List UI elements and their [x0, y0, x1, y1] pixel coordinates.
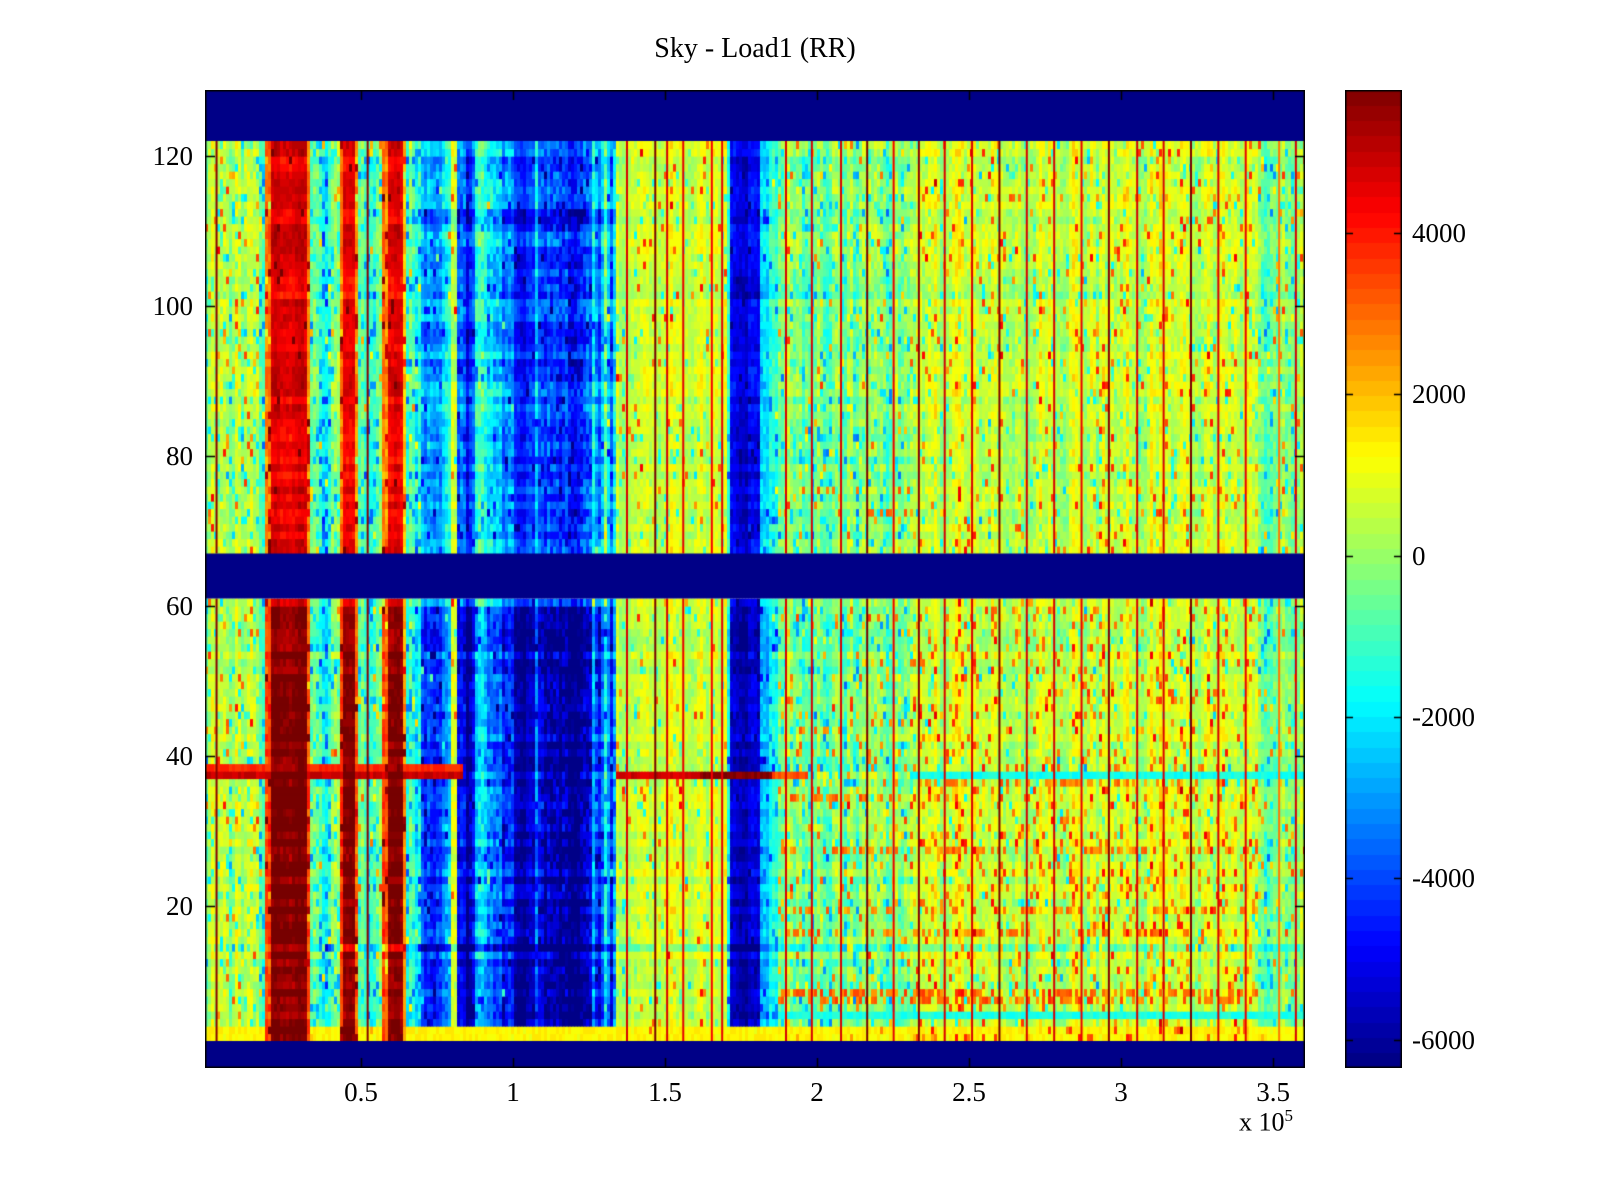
x-scale-prefix: x 10	[1239, 1107, 1285, 1137]
y-tick-label-100: 100	[152, 291, 194, 321]
chart-title: Sky - Load1 (RR)	[654, 33, 856, 64]
y-tick-label-20: 20	[166, 891, 193, 921]
x-tick-label-2.5: 2.5	[952, 1077, 986, 1107]
x-tick-label-2: 2	[810, 1077, 824, 1107]
x-tick-label-1.5: 1.5	[648, 1077, 682, 1107]
x-tick-label-3: 3	[1114, 1077, 1128, 1107]
x-tick-label-1: 1	[506, 1077, 520, 1107]
colorbar-tick-label--6000: -6000	[1412, 1024, 1475, 1055]
y-tick-label-120: 120	[152, 141, 194, 171]
y-tick-label-60: 60	[166, 591, 193, 621]
colorbar-tick-label-4000: 4000	[1412, 218, 1466, 249]
colorbar-tick-label-2000: 2000	[1412, 379, 1466, 410]
colorbar-tick-label--2000: -2000	[1412, 702, 1475, 733]
y-tick-label-40: 40	[166, 741, 193, 771]
x-tick-label-0.5: 0.5	[344, 1077, 378, 1107]
x-scale-exponent: 5	[1284, 1106, 1294, 1125]
x-scale-label: x 105	[1120, 1106, 1293, 1138]
heatmap-canvas	[205, 90, 1305, 1068]
x-tick-label-3.5: 3.5	[1256, 1077, 1290, 1107]
colorbar-tick-label-0: 0	[1412, 540, 1426, 571]
colorbar-canvas	[1345, 90, 1402, 1068]
colorbar-tick-label--4000: -4000	[1412, 863, 1475, 894]
y-tick-label-80: 80	[166, 441, 193, 471]
